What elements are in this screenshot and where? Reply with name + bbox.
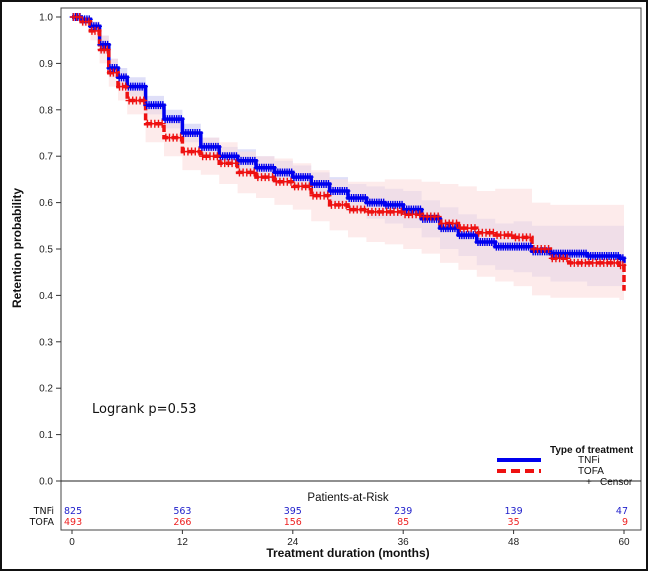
risk-value-tofa: 9 (622, 517, 628, 528)
censor-mark-tofa (342, 200, 350, 209)
censor-mark-tnfi (269, 163, 277, 172)
x-axis: 0 12 24 36 48 60 (69, 530, 630, 548)
censor-mark-tofa (122, 82, 130, 91)
y-axis: 0.0 0.1 0.2 0.3 0.4 0.5 0.6 0.7 0.8 0.9 1.0 (39, 13, 641, 488)
risk-table: Patients-at-Risk TNFi TOFA 825 563 395 239 1… (29, 492, 628, 528)
censor-mark-tofa (305, 182, 313, 191)
censor-mark-tofa (453, 219, 461, 228)
confidence-band-tofa (72, 17, 624, 338)
risk-value-tofa: 266 (173, 517, 191, 528)
censor-mark-tofa (397, 207, 405, 216)
censor-mark-tnfi (214, 142, 222, 151)
legend-label-censor: Censor (600, 477, 633, 488)
risk-value-tnfi: 563 (173, 506, 191, 517)
risk-value-tofa: 85 (397, 517, 409, 528)
x-tick-label: 24 (287, 537, 299, 548)
censor-mark-tofa (112, 68, 120, 77)
y-axis-title: Retention probability (10, 188, 24, 308)
risk-value-tnfi: 239 (394, 506, 412, 517)
y-tick-label: 0.7 (39, 152, 53, 163)
y-tick-label: 0.0 (39, 477, 53, 488)
censor-mark-tofa (76, 13, 84, 21)
censor-mark-tofa (471, 224, 479, 233)
censor-mark-tofa (269, 173, 277, 182)
censor-mark-tnfi (159, 101, 167, 110)
censor-mark-tofa (195, 147, 203, 156)
censor-mark-tofa (526, 233, 534, 242)
y-tick-label: 0.2 (39, 384, 53, 395)
censor-mark-tofa (416, 210, 424, 219)
risk-value-tnfi: 395 (284, 506, 302, 517)
y-tick-label: 0.5 (39, 245, 53, 256)
censor-mark-tofa (287, 177, 295, 186)
x-tick-label: 12 (177, 537, 189, 548)
x-tick-label: 36 (398, 537, 410, 548)
legend-title: Type of treatment (550, 445, 634, 456)
censor-mark-tofa (103, 45, 111, 54)
censor-mark-tofa (361, 205, 369, 214)
logrank-annotation: Logrank p=0.53 (92, 402, 197, 417)
censor-mark-tofa (324, 191, 332, 200)
legend-label-tnfi: TNFi (578, 455, 600, 466)
censor-mark-tofa (213, 152, 221, 161)
censor-marks (69, 13, 627, 270)
censor-mark-tofa (177, 133, 185, 142)
censor-mark-tofa (508, 231, 516, 240)
y-tick-label: 0.8 (39, 105, 53, 116)
legend: Type of treatment TNFi TOFA + Censor (497, 445, 634, 488)
x-tick-label: 48 (508, 537, 520, 548)
censor-mark-tofa (140, 96, 148, 105)
x-axis-title: Treatment duration (months) (266, 546, 429, 560)
censor-mark-tnfi (398, 200, 406, 209)
risk-value-tofa: 35 (508, 517, 520, 528)
censor-mark-tofa (619, 261, 627, 270)
censor-mark-tnfi (361, 193, 369, 202)
censor-mark-tofa (94, 26, 102, 35)
censor-mark-tofa (250, 168, 258, 177)
censor-mark-tofa (434, 212, 442, 221)
legend-label-tofa: TOFA (578, 466, 604, 477)
y-tick-label: 1.0 (39, 13, 53, 24)
risk-value-tofa: 156 (284, 517, 302, 528)
censor-mark-tofa (563, 254, 571, 263)
x-tick-label: 60 (618, 537, 630, 548)
censor-mark-tofa (158, 119, 166, 128)
censor-mark-tofa (489, 228, 497, 237)
plot-area (60, 7, 642, 531)
confidence-bands (72, 17, 624, 338)
censor-mark-tofa (85, 17, 93, 26)
censor-mark-tnfi (122, 73, 130, 82)
risk-value-tofa: 493 (64, 517, 82, 528)
censor-mark-tnfi (324, 180, 332, 189)
risk-row-label-tofa: TOFA (29, 517, 55, 528)
risk-value-tnfi: 825 (64, 506, 82, 517)
risk-row-label-tnfi: TNFi (33, 506, 54, 517)
y-tick-label: 0.6 (39, 198, 53, 209)
censor-mark-tnfi (343, 187, 351, 195)
legend-censor-icon: + (586, 477, 592, 488)
y-tick-label: 0.4 (39, 291, 53, 302)
y-tick-label: 0.9 (39, 59, 53, 70)
censor-mark-tofa (232, 159, 240, 168)
censor-mark-tnfi (306, 173, 314, 182)
censor-mark-tnfi (196, 129, 204, 137)
y-tick-label: 0.1 (39, 430, 53, 441)
censor-mark-tnfi (251, 156, 259, 165)
risk-value-tnfi: 139 (505, 506, 523, 517)
censor-mark-tnfi (619, 254, 627, 263)
risk-table-title: Patients-at-Risk (307, 492, 388, 504)
censor-mark-tofa (545, 245, 553, 253)
risk-value-tnfi: 47 (616, 506, 628, 517)
censor-mark-tnfi (140, 82, 148, 91)
y-tick-label: 0.3 (39, 337, 53, 348)
censor-mark-tnfi (288, 168, 296, 177)
x-tick-label: 0 (69, 537, 75, 548)
censor-mark-tnfi (177, 115, 185, 124)
censor-mark-tnfi (490, 238, 498, 247)
censor-mark-tnfi (232, 152, 240, 161)
